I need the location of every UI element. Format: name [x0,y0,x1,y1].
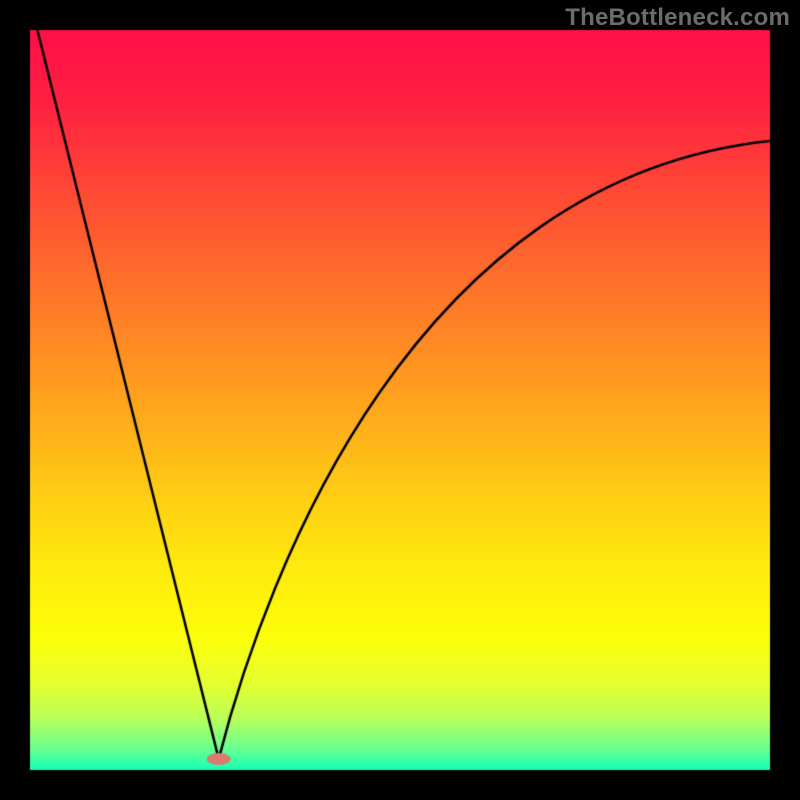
chart-container: TheBottleneck.com [0,0,800,800]
bottleneck-chart-canvas [0,0,800,800]
watermark-text: TheBottleneck.com [565,4,790,32]
